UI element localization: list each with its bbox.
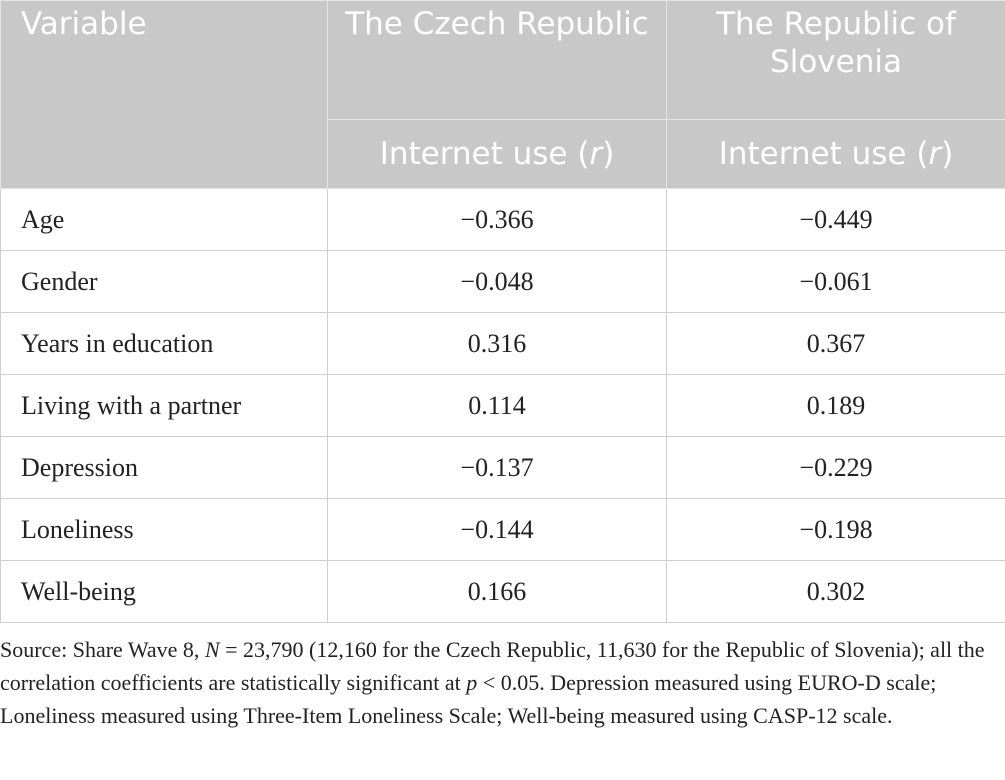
italic-text: p — [466, 670, 478, 695]
italic-text: r — [928, 136, 942, 172]
value-cell: −0.449 — [666, 188, 1005, 251]
value-cell: 0.189 — [666, 374, 1005, 437]
row-label: Well-being — [0, 560, 328, 623]
row-label: Years in education — [0, 312, 328, 375]
header-cell: Variable — [0, 0, 328, 189]
row-label: Age — [0, 188, 328, 251]
text-part: ) — [602, 136, 615, 172]
value-cell: −0.061 — [666, 250, 1005, 313]
text-part: Internet use ( — [379, 136, 590, 172]
footnote: Source: Share Wave 8, N = 23,790 (12,160… — [0, 623, 1005, 732]
row-label: Depression — [0, 436, 328, 499]
value-cell: −0.198 — [666, 498, 1005, 561]
table-row: Loneliness −0.144 −0.198 — [0, 498, 1005, 561]
italic-text: N — [204, 637, 220, 662]
table-row: Years in education 0.316 0.367 — [0, 312, 1005, 375]
value-cell: 0.367 — [666, 312, 1005, 375]
text-part: < 0.05. Depression measured using EURO-D… — [0, 670, 937, 728]
value-cell: −0.366 — [327, 188, 667, 251]
value-cell: 0.302 — [666, 560, 1005, 623]
row-label: Loneliness — [0, 498, 328, 561]
text-part: = 23,790 (12,160 for the Czech Republic,… — [0, 637, 985, 695]
table-row: Living with a partner 0.114 0.189 — [0, 374, 1005, 437]
value-cell: 0.166 — [327, 560, 667, 623]
table-row: Well-being 0.166 0.302 — [0, 560, 1005, 623]
value-cell: 0.114 — [327, 374, 667, 437]
italic-text: r — [589, 136, 603, 172]
table-row: Depression −0.137 −0.229 — [0, 436, 1005, 499]
value-cell: −0.137 — [327, 436, 667, 499]
table-row: Gender −0.048 −0.061 — [0, 250, 1005, 313]
text-part: Source: Share Wave 8, — [0, 637, 205, 662]
table-row: Age −0.366 −0.449 — [0, 188, 1005, 251]
data-table: Variable The Czech Republic The Republic… — [0, 0, 1005, 623]
row-label: Gender — [0, 250, 328, 313]
subheader-cell: Internet use (r) — [327, 119, 667, 189]
value-cell: −0.229 — [666, 436, 1005, 499]
header-cell: The Republic of Slovenia — [666, 0, 1005, 120]
text-part: Internet use ( — [718, 136, 929, 172]
value-cell: −0.048 — [327, 250, 667, 313]
text-part: ) — [941, 136, 954, 172]
header-cell: The Czech Republic — [327, 0, 667, 120]
subheader-cell: Internet use (r) — [666, 119, 1005, 189]
row-label: Living with a partner — [0, 374, 328, 437]
value-cell: 0.316 — [327, 312, 667, 375]
value-cell: −0.144 — [327, 498, 667, 561]
